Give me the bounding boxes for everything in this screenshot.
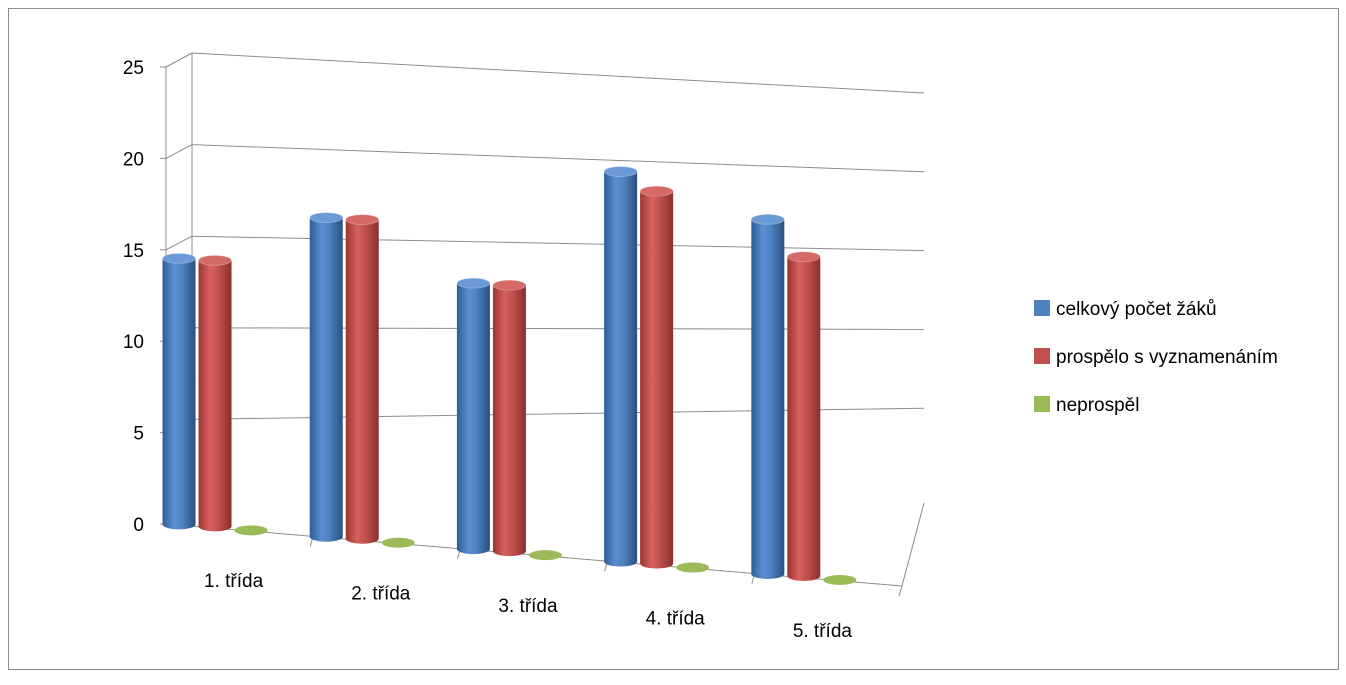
bar-total [162, 252, 197, 530]
bar-top [309, 212, 344, 224]
y-tick-label: 0 [133, 515, 144, 536]
bar-failed [234, 525, 268, 536]
y-tick-label: 25 [123, 58, 144, 79]
chart-svg: 0 5 10 15 20 25 1. třída 2. třída 3. třída 4. tř… [123, 52, 1278, 642]
bar-top [750, 213, 785, 225]
bar-flat [234, 525, 268, 536]
bar-top [603, 165, 638, 177]
legend-label: prospělo s vyznamenáním [1056, 347, 1278, 368]
legend: celkový počet žáků prospělo s vyznamenání… [1034, 299, 1278, 416]
bar-flat [823, 574, 857, 585]
x-tick-label: 2. třída [351, 584, 411, 605]
y-tick-label: 10 [123, 332, 144, 353]
bar-total [603, 165, 638, 567]
gridline [191, 235, 925, 252]
bar-body [309, 217, 343, 542]
gridline-side [165, 144, 193, 159]
bar-total [750, 213, 785, 579]
bar-flat [381, 537, 415, 548]
chart-frame: 0 5 10 15 20 25 1. třída 2. třída 3. třída 4. tř… [8, 8, 1339, 670]
x-tick-label: 3. třída [498, 596, 558, 617]
bar-top [786, 251, 821, 263]
bar-top [639, 185, 674, 197]
bar-total [456, 277, 491, 555]
legend-swatch [1034, 348, 1050, 364]
bar-top [345, 214, 380, 226]
legend-swatch [1034, 300, 1050, 316]
bar-flat [676, 562, 710, 573]
bar-top [162, 252, 197, 264]
x-tick-label: 4. třída [646, 608, 706, 629]
gridline-side [165, 52, 193, 68]
y-tick-label: 15 [123, 241, 144, 262]
bar-top [492, 279, 527, 291]
bar-body [456, 283, 490, 555]
y-tick-label: 5 [133, 424, 144, 445]
bar-layer [162, 165, 857, 585]
bar-body [162, 258, 196, 530]
bar-body [604, 171, 638, 567]
bar-body [345, 219, 379, 544]
bar-honors [492, 279, 527, 557]
bar-failed [676, 562, 710, 573]
x-tick-label: 1. třída [204, 571, 264, 592]
x-tick-mark [898, 585, 903, 597]
gridline [191, 52, 925, 94]
bar-honors [639, 185, 674, 569]
y-tick-label: 20 [123, 149, 144, 170]
bar-total [309, 212, 344, 542]
legend-label: neprospěl [1056, 395, 1139, 416]
bar-top [198, 254, 233, 266]
bar-body [640, 191, 674, 569]
bar-failed [823, 574, 857, 585]
legend-label: celkový počet žáků [1056, 299, 1217, 320]
floor-right-edge [901, 502, 925, 587]
gridline-side [165, 235, 193, 251]
bar-honors [786, 251, 821, 581]
bar-body [198, 260, 232, 532]
bar-honors [345, 214, 380, 544]
bar-failed [528, 550, 562, 561]
bar-honors [198, 254, 233, 532]
bar-body [751, 219, 785, 579]
y-axis-ticks: 0 5 10 15 20 25 [123, 58, 166, 536]
bar-body [492, 285, 526, 557]
x-axis-ticks: 1. třída 2. třída 3. třída 4. třída 5. třída [204, 536, 903, 642]
bar-flat [528, 550, 562, 561]
gridline [191, 144, 925, 173]
legend-swatch [1034, 396, 1050, 412]
bar-body [787, 256, 821, 581]
bar-top [456, 277, 491, 289]
bar-failed [381, 537, 415, 548]
x-tick-label: 5. třída [793, 621, 853, 642]
